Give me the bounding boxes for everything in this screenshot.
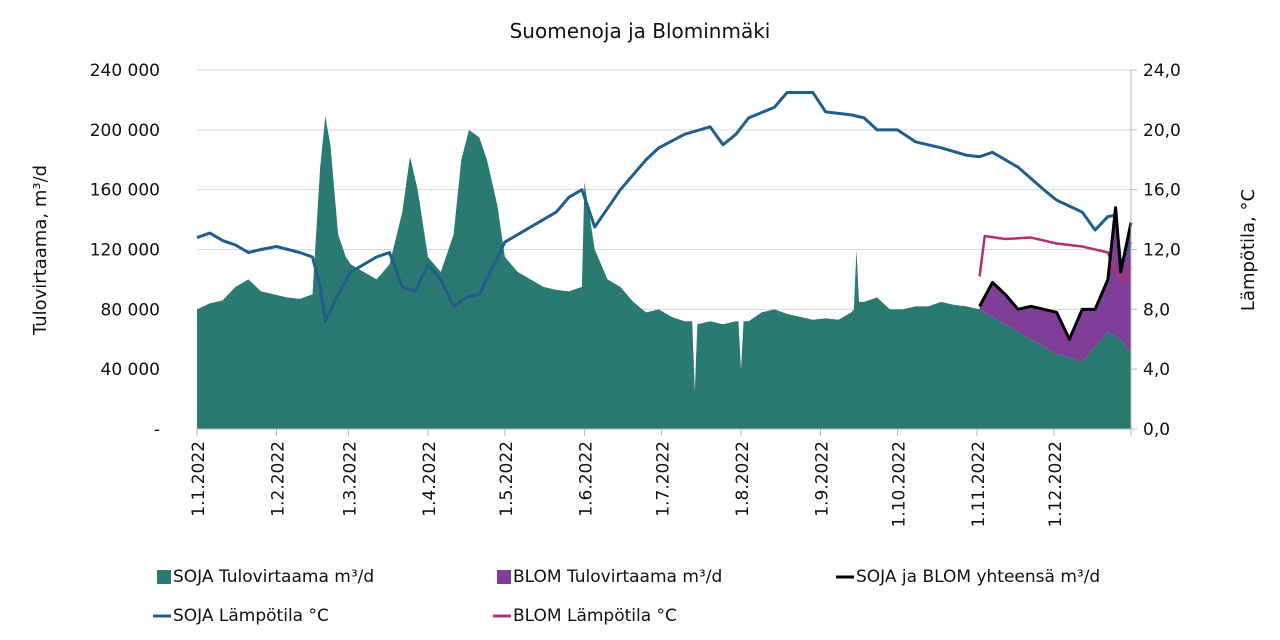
blom-flow-area — [979, 209, 1131, 362]
legend-swatch — [157, 570, 171, 584]
blom-temperature-line — [978, 234, 1133, 284]
y2-tick-label: 0,0 — [1143, 420, 1170, 440]
chart-title: Suomenoja ja Blominmäki — [510, 19, 771, 43]
legend-swatch — [497, 570, 511, 584]
legend-item-blom-flow: BLOM Tulovirtaama m³/d — [497, 567, 722, 587]
y-tick-label: 240 000 — [90, 61, 160, 81]
axes: - 0,0 40 000 4,0 80 000 8,0 120 000 12,0 160 000… — [90, 61, 1181, 528]
y-axis-label: Tulovirtaama, m³/d — [30, 165, 51, 336]
y-tick-label: 200 000 — [90, 121, 160, 141]
legend-item-blom-temperature: BLOM Lämpötila °C — [493, 606, 677, 626]
y2-tick-label: 20,0 — [1143, 121, 1181, 141]
y2-tick-label: 4,0 — [1143, 360, 1170, 380]
y2-tick-label: 8,0 — [1143, 300, 1170, 320]
legend: SOJA Tulovirtaama m³/d BLOM Tulovirtaama … — [153, 567, 1100, 626]
y2-tick-label: 24,0 — [1143, 61, 1181, 81]
legend-label: BLOM Lämpötila °C — [513, 606, 677, 626]
legend-label: SOJA Lämpötila °C — [173, 606, 329, 626]
legend-label: SOJA ja BLOM yhteensä m³/d — [856, 567, 1100, 587]
legend-label: BLOM Tulovirtaama m³/d — [513, 567, 722, 587]
y-tick-label: 40 000 — [101, 360, 160, 380]
legend-item-soja-temperature: SOJA Lämpötila °C — [153, 606, 329, 626]
x-tick-label: 1.7.2022 — [653, 441, 673, 517]
y-tick-label: 120 000 — [90, 241, 160, 261]
x-tick-label: 1.3.2022 — [340, 441, 360, 517]
y2-axis-label: Lämpötila, °C — [1238, 189, 1259, 311]
y-tick-label: 160 000 — [90, 181, 160, 201]
plot-marks — [196, 90, 1133, 429]
x-tick-label: 1.4.2022 — [420, 441, 440, 517]
x-tick-label: 1.11.2022 — [969, 441, 989, 528]
x-tick-label: 1.6.2022 — [576, 441, 596, 517]
y-tick-label: 80 000 — [101, 300, 160, 320]
soja-temperature-line — [196, 90, 1133, 323]
legend-label: SOJA Tulovirtaama m³/d — [173, 567, 374, 587]
x-tick-label: 1.2.2022 — [269, 441, 289, 517]
x-tick-label: 1.9.2022 — [813, 441, 833, 517]
x-tick-label: 1.10.2022 — [890, 441, 910, 528]
x-tick-label: 1.8.2022 — [733, 441, 753, 517]
soja-flow-area — [197, 116, 1131, 429]
y2-tick-label: 16,0 — [1143, 181, 1181, 201]
x-tick-label: 1.1.2022 — [189, 441, 209, 517]
y-tick-label: - — [154, 420, 160, 440]
legend-item-total-flow: SOJA ja BLOM yhteensä m³/d — [836, 567, 1100, 587]
total-flow-line — [978, 206, 1133, 341]
x-tick-label: 1.12.2022 — [1046, 441, 1066, 528]
y2-tick-label: 12,0 — [1143, 241, 1181, 261]
legend-item-soja-flow: SOJA Tulovirtaama m³/d — [157, 567, 374, 587]
x-tick-label: 1.5.2022 — [497, 441, 517, 517]
